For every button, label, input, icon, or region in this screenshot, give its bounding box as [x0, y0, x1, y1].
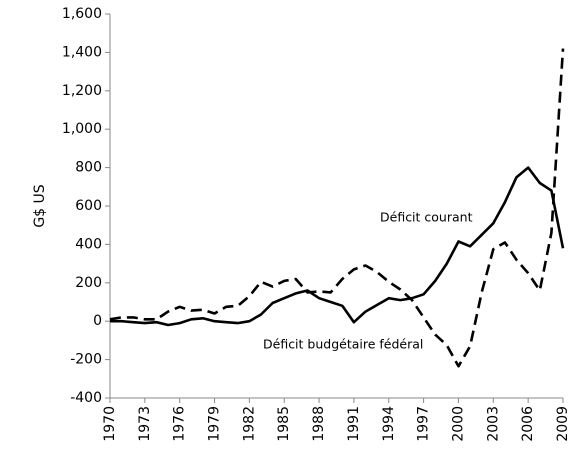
x-tick-label: 1994: [381, 406, 397, 442]
y-tick-label: 1,000: [62, 121, 102, 137]
x-tick-label: 1991: [346, 406, 362, 442]
y-tick-label: 400: [75, 236, 102, 252]
x-tick-label: 1982: [241, 406, 257, 442]
y-tick-label: 1,200: [62, 83, 102, 99]
x-tick-label: 1988: [311, 406, 327, 442]
series-label: Déficit courant: [380, 210, 473, 225]
series-label: Déficit budgétaire fédéral: [263, 337, 423, 352]
y-tick-label: 1,400: [62, 44, 102, 60]
x-tick-label: 2006: [520, 406, 536, 442]
y-tick-label: 1,600: [62, 6, 102, 22]
y-tick-label: 600: [75, 198, 102, 214]
x-tick-label: 1985: [276, 406, 292, 442]
line-series: [109, 48, 565, 368]
y-tick-label: -200: [70, 352, 102, 368]
y-tick-label: 800: [75, 160, 102, 176]
y-tick-label: -400: [70, 390, 102, 406]
x-tick-label: 1970: [102, 406, 118, 442]
x-tick-label: 1979: [207, 406, 223, 442]
x-tick-label: 1976: [172, 406, 188, 442]
x-tick-label: 1997: [416, 406, 432, 442]
line-series: [110, 166, 565, 327]
x-tick-label: 1973: [137, 406, 153, 442]
x-tick-label: 2009: [555, 406, 571, 442]
y-axis-label: G$ US: [32, 184, 48, 227]
x-tick-label: 2003: [485, 406, 501, 442]
y-tick-label: 0: [93, 313, 102, 329]
y-tick-label: 200: [75, 275, 102, 291]
x-tick-label: 2000: [450, 406, 466, 442]
